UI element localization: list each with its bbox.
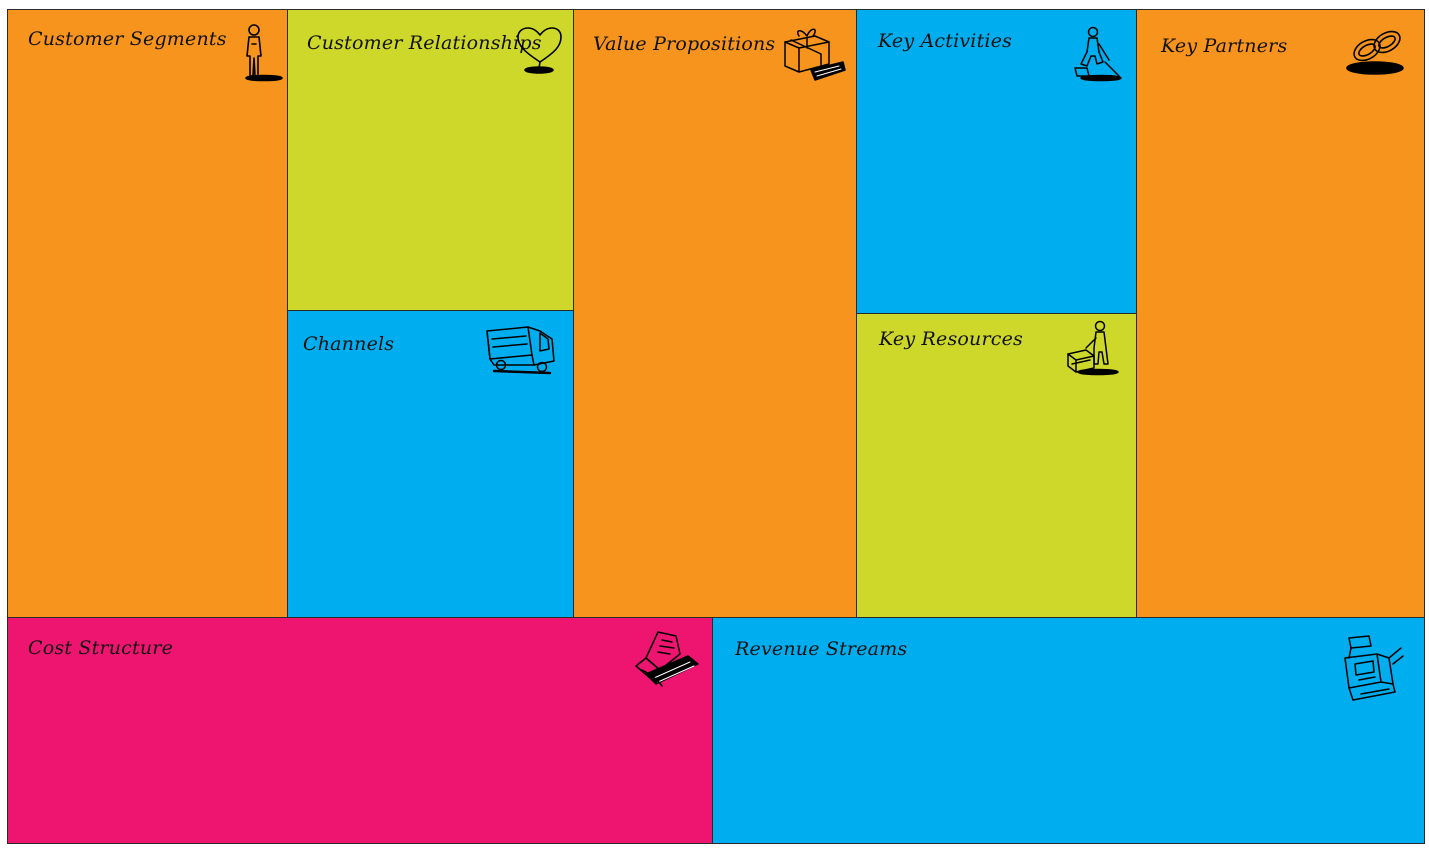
chain-link-icon	[1343, 26, 1413, 80]
cash-register-icon	[1341, 634, 1405, 710]
channels-label: Channels	[303, 333, 395, 355]
key-activities-block[interactable]: Key Activities	[856, 9, 1137, 314]
heart-icon	[515, 26, 565, 76]
revenue-streams-block[interactable]: Revenue Streams	[712, 617, 1425, 844]
person-icon	[234, 22, 294, 82]
customer-relationships-block[interactable]: Customer Relationships	[287, 9, 574, 311]
customer-relationships-label: Customer Relationships	[307, 32, 542, 54]
key-resources-label: Key Resources	[879, 328, 1023, 350]
value-propositions-label: Value Propositions	[593, 33, 776, 55]
key-activities-label: Key Activities	[878, 30, 1013, 52]
worker-icon	[1069, 26, 1125, 84]
key-resources-block[interactable]: Key Resources	[856, 313, 1137, 618]
worker-crate-icon	[1064, 320, 1126, 388]
cost-structure-label: Cost Structure	[28, 637, 174, 659]
truck-icon	[484, 325, 558, 381]
key-partners-label: Key Partners	[1161, 35, 1288, 57]
cost-structure-block[interactable]: Cost Structure	[7, 617, 713, 844]
key-partners-block[interactable]: Key Partners	[1136, 9, 1425, 618]
customer-segments-label: Customer Segments	[28, 28, 227, 50]
value-propositions-block[interactable]: Value Propositions	[573, 9, 857, 618]
price-tag-icon	[632, 630, 704, 692]
gift-icon	[781, 24, 847, 86]
channels-block[interactable]: Channels	[287, 310, 574, 618]
revenue-streams-label: Revenue Streams	[735, 638, 908, 660]
customer-segments-block[interactable]: Customer Segments	[7, 9, 288, 618]
